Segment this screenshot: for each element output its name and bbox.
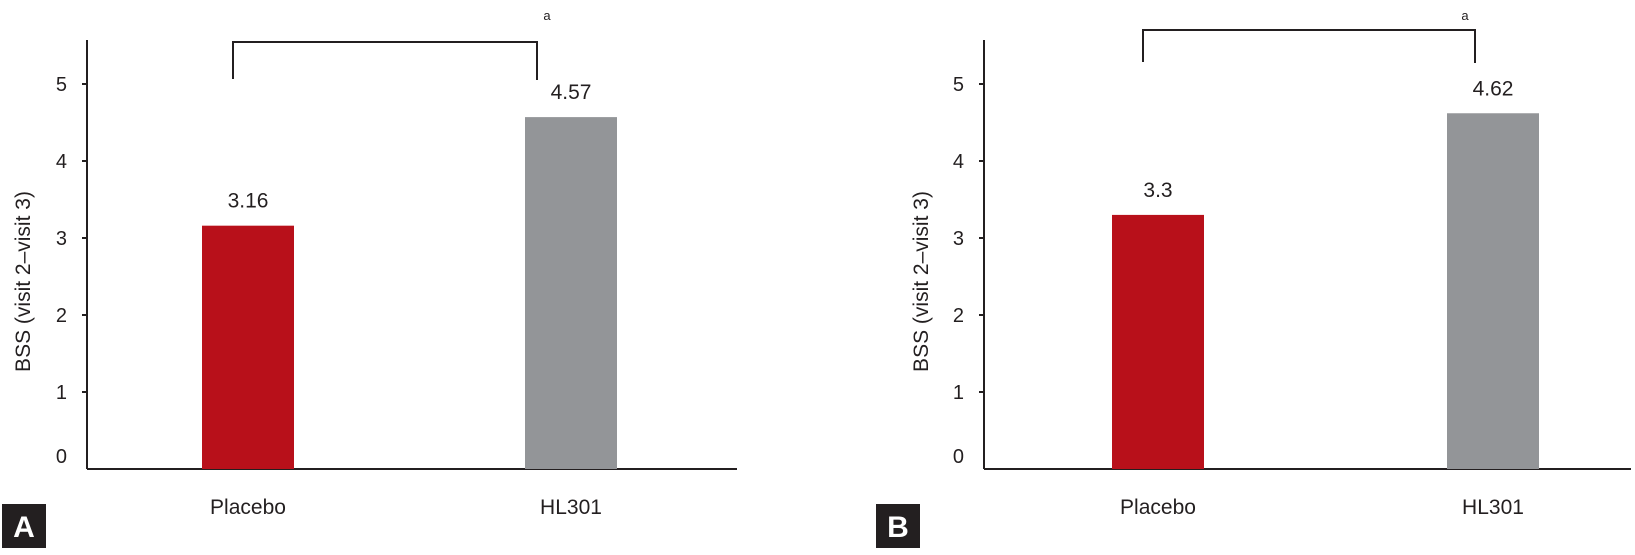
bar-hl301 (525, 117, 617, 470)
bar-value-label: 3.16 (228, 190, 269, 213)
bar-hl301 (1447, 113, 1539, 469)
bar-value-label: 4.62 (1473, 77, 1514, 100)
y-tick-label: 1 (56, 382, 67, 404)
panel-label: B (887, 511, 909, 544)
x-category-label: Placebo (1120, 496, 1196, 519)
y-tick-label: 4 (953, 151, 964, 173)
significance-mark: a (1461, 8, 1469, 23)
bar-placebo (1112, 214, 1204, 469)
panel-label: A (13, 511, 35, 544)
chart-panel-a: 0 1 2 3 4 5 BSS (visit 2–visit 3) 3.16 Placebo 4.… (2, 8, 737, 548)
significance-bracket (1142, 29, 1476, 63)
y-tick-label: 1 (953, 382, 964, 404)
x-category-label: Placebo (210, 496, 286, 519)
y-tick-label: 0 (56, 446, 67, 468)
y-axis-title: BSS (visit 2–visit 3) (12, 191, 35, 372)
y-tick-label: 2 (953, 305, 964, 327)
x-category-label: HL301 (1462, 496, 1524, 519)
y-tick-label: 3 (56, 228, 67, 250)
panel-label-box (2, 504, 46, 548)
x-category-label: HL301 (540, 496, 602, 519)
y-tick-label: 5 (953, 74, 964, 96)
panel-label-box (876, 504, 920, 548)
y-tick-label: 3 (953, 228, 964, 250)
bar-placebo (202, 225, 294, 469)
y-tick-label: 5 (56, 74, 67, 96)
y-tick-label: 0 (953, 446, 964, 468)
y-axis-title: BSS (visit 2–visit 3) (910, 191, 933, 372)
significance-bracket (232, 41, 538, 80)
significance-mark: a (543, 8, 551, 23)
bar-value-label: 3.3 (1143, 179, 1172, 202)
bar-value-label: 4.57 (551, 81, 592, 104)
chart-panel-b: 0 1 2 3 4 5 BSS (visit 2–visit 3) 3.3 Placebo 4.6… (876, 8, 1631, 548)
y-tick-label: 2 (56, 305, 67, 327)
y-tick-label: 4 (56, 151, 67, 173)
